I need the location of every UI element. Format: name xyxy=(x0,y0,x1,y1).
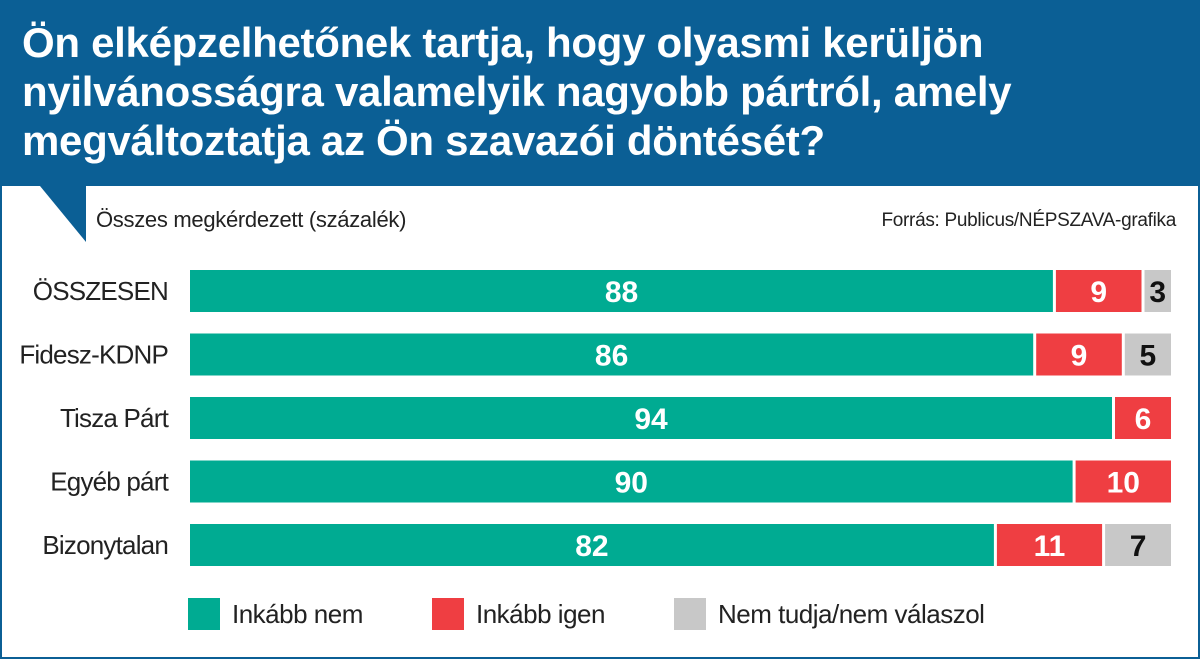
bar-segment xyxy=(190,524,994,566)
legend-swatch-nem-tudja xyxy=(674,598,706,630)
bar-segment xyxy=(190,397,1112,439)
data-label: 9 xyxy=(1090,276,1107,309)
bar-segment xyxy=(996,524,1103,566)
bar-segment xyxy=(1124,333,1171,376)
data-label: 9 xyxy=(1071,340,1088,373)
data-label: 86 xyxy=(595,340,628,373)
header-band: Ön elképzelhetőnek tartja, hogy olyasmi … xyxy=(0,0,1200,186)
category-label: Egyéb párt xyxy=(50,467,169,497)
data-label: 6 xyxy=(1135,403,1152,436)
bar-segment xyxy=(190,270,1053,312)
data-label: 7 xyxy=(1130,530,1147,563)
legend-label-nem-tudja: Nem tudja/nem válaszol xyxy=(718,598,985,629)
legend-swatch-inkabb-igen xyxy=(432,598,464,630)
header-notch xyxy=(40,186,86,242)
bar-segment xyxy=(190,460,1073,503)
data-label: 94 xyxy=(634,403,668,436)
data-label: 88 xyxy=(605,276,638,309)
legend-item-inkabb-igen: Inkább igen xyxy=(432,596,605,632)
data-label: 90 xyxy=(615,467,648,500)
legend-item-nem-tudja: Nem tudja/nem válaszol xyxy=(674,596,985,632)
data-label: 10 xyxy=(1107,467,1140,500)
legend-label-inkabb-nem: Inkább nem xyxy=(232,598,363,629)
bar-segment xyxy=(1036,333,1122,376)
bar-segment xyxy=(1075,460,1171,503)
data-label: 11 xyxy=(1034,530,1066,563)
legend-swatch-inkabb-nem xyxy=(188,598,220,630)
category-label: Tisza Párt xyxy=(60,403,170,433)
bar-segment xyxy=(1055,270,1142,312)
legend-label-inkabb-igen: Inkább igen xyxy=(476,598,605,629)
category-label: ÖSSZESEN xyxy=(33,276,168,306)
chart-title: Ön elképzelhetőnek tartja, hogy olyasmi … xyxy=(22,19,1012,164)
bar-segment xyxy=(1105,524,1171,566)
bar-segment xyxy=(1144,270,1171,312)
chart-subtitle: Összes megkérdezett (százalék) xyxy=(96,207,407,232)
bar-segment xyxy=(1115,397,1171,439)
legend-item-inkabb-nem: Inkább nem xyxy=(188,596,363,632)
source-note: Forrás: Publicus/NÉPSZAVA-grafika xyxy=(881,210,1176,231)
bar-segment xyxy=(190,333,1034,376)
data-label: 5 xyxy=(1140,340,1157,373)
data-label: 82 xyxy=(575,530,608,563)
legend: Inkább nem Inkább igen Nem tudja/nem vál… xyxy=(188,596,1148,632)
category-label: Bizonytalan xyxy=(42,530,168,560)
category-label: Fidesz-KDNP xyxy=(19,340,168,370)
data-label: 3 xyxy=(1149,276,1166,309)
